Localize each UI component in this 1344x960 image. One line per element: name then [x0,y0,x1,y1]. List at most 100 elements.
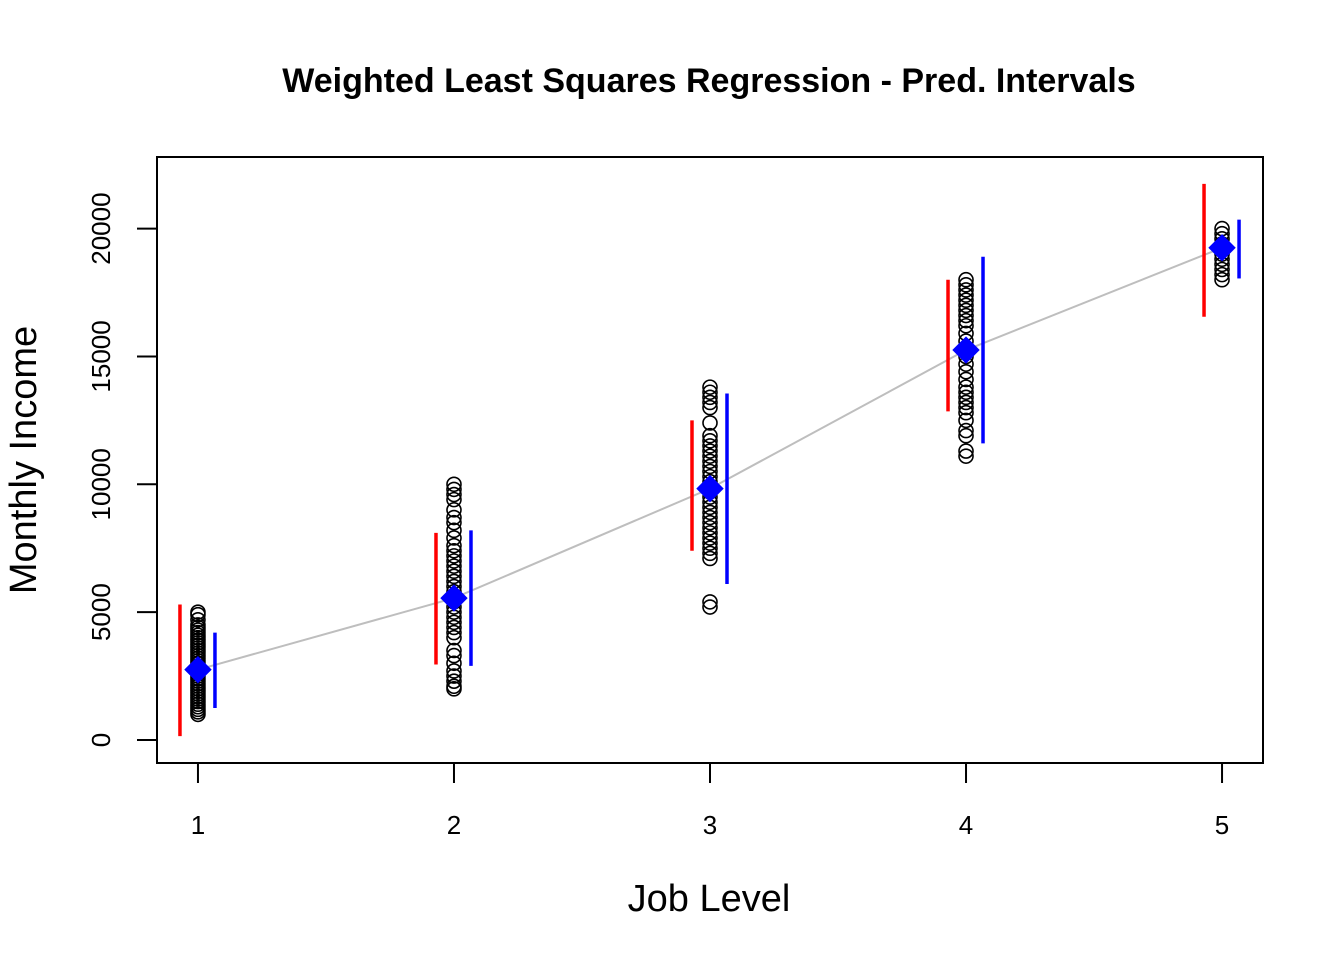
data-point [702,399,718,416]
data-point [958,379,974,395]
data-point [958,287,974,303]
data-point [446,548,462,564]
data-point [446,673,462,689]
data-point [446,514,462,531]
data-point [702,514,718,531]
data-point [702,535,718,551]
y-tick-label: 0 [86,733,116,747]
data-point [702,594,718,610]
data-point [446,647,462,664]
data-point [446,619,462,636]
fitted-diamond [184,655,212,684]
data-point [446,629,462,646]
data-point [446,486,462,503]
data-point [190,604,206,620]
data-point [702,458,718,475]
data-point [446,491,462,508]
x-tick-label: 5 [1215,810,1229,840]
data-point [702,519,718,536]
data-point [958,404,974,421]
data-point [702,504,718,521]
data-point [446,614,462,631]
data-point [958,363,974,380]
data-point [702,525,718,541]
fitted-layer [184,234,1236,684]
data-point [446,522,462,539]
x-tick-label: 3 [703,810,717,840]
intervals-layer [178,183,1241,737]
points-layer [190,220,1230,723]
data-point [958,412,974,429]
data-point [958,427,974,444]
data-point [702,545,718,562]
data-point [958,302,974,319]
data-point [446,481,462,498]
data-point [702,427,718,444]
data-point [958,389,974,406]
y-axis-label: Monthly Income [3,326,45,594]
data-point [958,282,974,298]
data-point [702,443,718,459]
data-point [958,443,974,459]
data-point [958,371,974,388]
data-point [958,292,974,308]
data-point [958,277,974,293]
data-point [702,540,718,557]
data-point [702,509,718,526]
data-point [446,530,462,546]
data-point [958,317,974,334]
data-point [702,379,718,395]
data-point [1214,261,1230,278]
data-point [1214,266,1230,283]
data-point [702,438,718,454]
data-point [958,422,974,439]
data-point [446,678,462,695]
data-point [702,415,718,431]
data-point [702,530,718,546]
axes-layer: 1 2 3 4 5 0 5000 10000 15000 20000 [86,192,1229,840]
x-tick-label: 2 [447,810,461,840]
data-point [446,553,462,569]
y-tick-label: 5000 [86,583,116,641]
data-point [446,624,462,641]
data-point [958,399,974,416]
data-point [958,394,974,411]
data-point [190,612,206,628]
data-point [446,509,462,526]
data-point [446,542,462,559]
data-point [958,307,974,324]
data-point [446,568,462,585]
data-point [446,563,462,580]
data-point [702,389,718,406]
fitted-diamond [440,584,468,612]
data-point [702,448,718,464]
data-point [446,558,462,574]
data-point [702,599,718,615]
y-tick-label: 20000 [86,192,116,264]
data-point [702,384,718,401]
y-tick-label: 10000 [86,448,116,520]
chart-title: Weighted Least Squares Regression - Pred… [282,62,1135,100]
data-point [702,550,718,567]
data-point [446,476,462,493]
fitted-diamond [696,474,724,503]
data-point [702,453,718,470]
data-point [446,502,462,518]
data-point [958,271,974,288]
y-tick-label: 15000 [86,320,116,392]
data-point [702,394,718,411]
data-point [446,642,462,659]
x-tick-label: 4 [959,810,973,840]
data-point [446,663,462,679]
data-point [958,448,974,464]
data-point [958,384,974,401]
data-point [190,617,206,633]
data-point [446,655,462,672]
data-point [702,433,718,449]
x-tick-label: 1 [191,810,205,840]
data-point [446,668,462,684]
data-point [958,297,974,314]
data-point [446,537,462,554]
